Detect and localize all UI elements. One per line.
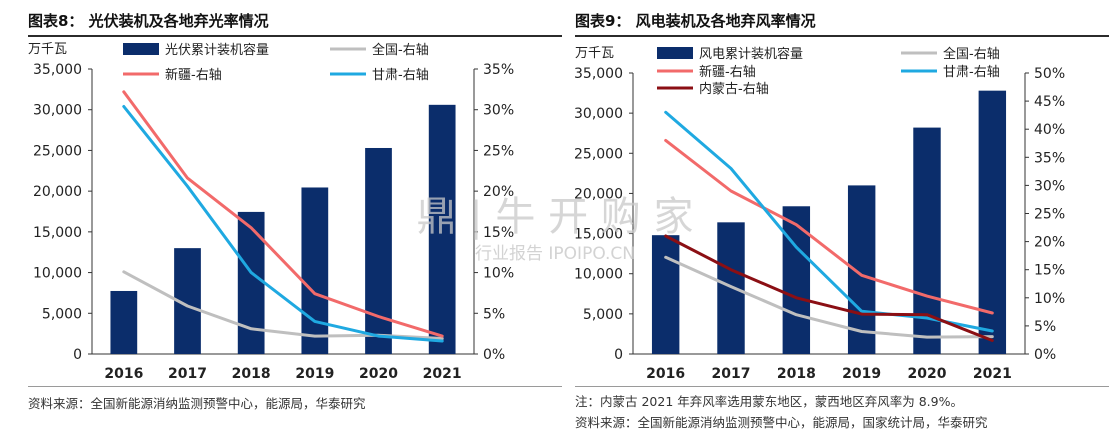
x-tick-label: 2019 — [295, 366, 334, 382]
right-tick-label: 50% — [1034, 66, 1065, 82]
chart-panel-solar: 图表8： 光伏装机及各地弃光率情况 万千瓦 0 5,000 10,000 15,000 2… — [28, 0, 568, 441]
right-tick-label: 5% — [483, 306, 505, 322]
chart-title: 图表8： 光伏装机及各地弃光率情况 — [28, 12, 269, 30]
left-tick-label: 35,000 — [574, 66, 623, 82]
right-tick-label: 20% — [1034, 235, 1065, 251]
legend-label: 全国-右轴 — [943, 46, 1000, 62]
right-tick-label: 40% — [1034, 122, 1065, 138]
left-tick-label: 10,000 — [574, 267, 623, 283]
x-tick-label: 2017 — [712, 366, 751, 382]
right-tick-label: 25% — [483, 143, 514, 159]
left-tick-label: 25,000 — [33, 143, 82, 159]
x-tick-label: 2020 — [359, 366, 398, 382]
legend-label: 全国-右轴 — [372, 42, 429, 58]
x-tick-label: 2019 — [842, 366, 881, 382]
right-tick-label: 5% — [1034, 319, 1056, 335]
right-tick-label: 45% — [1034, 94, 1065, 110]
footnote: 注：内蒙古 2021 年弃风率选用蒙东地区，蒙西地区弃风率为 8.9%。 — [575, 394, 963, 409]
chart-title: 图表9： 风电装机及各地弃风率情况 — [575, 12, 816, 30]
title-rule — [28, 35, 562, 37]
series-line — [664, 234, 994, 342]
series-line — [664, 138, 994, 315]
right-tick-label: 0% — [483, 347, 505, 363]
left-tick-label: 35,000 — [33, 62, 82, 78]
bar — [237, 211, 265, 354]
left-axis-unit: 万千瓦 — [575, 46, 614, 61]
left-tick-label: 10,000 — [33, 266, 82, 282]
bar — [428, 104, 456, 354]
legend-label: 甘肃-右轴 — [943, 65, 1000, 80]
source-note: 资料来源：全国新能源消纳监测预警中心，能源局，国家统计局，华泰研究 — [575, 415, 988, 430]
solar-chart: 万千瓦 0 5,000 10,000 15,000 20,000 25,000 30,000 3… — [28, 42, 514, 382]
left-tick-label: 30,000 — [574, 106, 623, 122]
series-line — [664, 110, 994, 333]
right-tick-label: 30% — [483, 103, 514, 119]
right-tick-label: 0% — [1034, 347, 1056, 363]
series-line — [122, 90, 444, 338]
legend-label: 新疆-右轴 — [699, 64, 756, 80]
x-tick-label: 2017 — [168, 366, 207, 382]
x-tick-label: 2016 — [104, 366, 143, 382]
right-tick-label: 35% — [483, 62, 514, 78]
wind-chart: 万千瓦 0 5,000 10,000 15,000 20,000 25,000 30,000 3… — [574, 46, 1065, 382]
right-tick-label: 15% — [483, 225, 514, 241]
left-axis-unit: 万千瓦 — [28, 42, 67, 57]
bar — [110, 290, 138, 354]
legend-label: 甘肃-右轴 — [372, 68, 429, 83]
x-tick-label: 2018 — [777, 366, 816, 382]
right-tick-label: 35% — [1034, 150, 1065, 166]
series-line — [122, 105, 444, 343]
right-tick-label: 10% — [483, 266, 514, 282]
footer-rule — [575, 386, 1109, 387]
title-rule — [575, 35, 1109, 37]
footer-rule — [28, 386, 562, 387]
left-tick-label: 15,000 — [33, 225, 82, 241]
legend-label: 内蒙古-右轴 — [699, 81, 769, 97]
left-tick-label: 20,000 — [574, 186, 623, 202]
chart-panel-wind: 图表9： 风电装机及各地弃风率情况 万千瓦 0 5,000 10,000 15,000 2… — [574, 0, 1114, 441]
right-tick-label: 15% — [1034, 263, 1065, 279]
left-tick-label: 5,000 — [42, 306, 82, 322]
bar — [365, 147, 392, 354]
legend-label: 光伏累计装机容量 — [165, 42, 269, 58]
left-tick-label: 0 — [614, 347, 623, 363]
right-tick-label: 25% — [1034, 207, 1065, 223]
x-tick-label: 2020 — [908, 366, 947, 382]
x-tick-label: 2021 — [973, 366, 1012, 382]
right-tick-label: 30% — [1034, 178, 1065, 194]
x-tick-label: 2016 — [646, 366, 685, 382]
left-tick-label: 20,000 — [33, 184, 82, 200]
legend-label: 新疆-右轴 — [165, 67, 222, 83]
legend-label: 风电累计装机容量 — [699, 46, 803, 62]
right-tick-label: 20% — [483, 184, 514, 200]
left-tick-label: 25,000 — [574, 146, 623, 162]
left-tick-label: 5,000 — [583, 307, 623, 323]
left-tick-label: 30,000 — [33, 103, 82, 119]
series-line — [122, 270, 444, 340]
bar — [301, 187, 329, 354]
x-tick-label: 2018 — [232, 366, 271, 382]
bar — [782, 206, 811, 354]
left-tick-label: 0 — [73, 347, 82, 363]
source-note: 资料来源：全国新能源消纳监测预警中心，能源局，华泰研究 — [28, 396, 366, 411]
x-tick-label: 2021 — [423, 366, 462, 382]
right-tick-label: 10% — [1034, 291, 1065, 307]
legend-swatch — [123, 43, 159, 55]
series-line — [664, 255, 994, 339]
left-tick-label: 15,000 — [574, 227, 623, 243]
bar — [651, 235, 680, 354]
legend-swatch — [657, 47, 693, 59]
